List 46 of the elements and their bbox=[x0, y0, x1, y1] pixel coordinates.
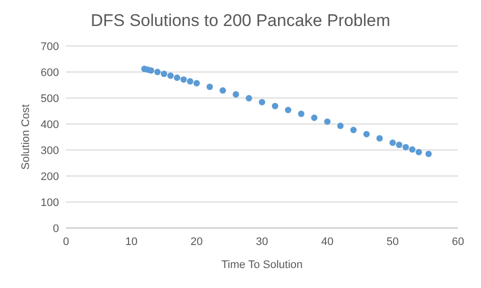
y-tick-label: 100 bbox=[40, 196, 59, 209]
y-tick-label: 400 bbox=[40, 118, 59, 131]
y-tick-label: 600 bbox=[40, 66, 59, 79]
point bbox=[174, 74, 180, 81]
point bbox=[402, 144, 409, 150]
x-tick-label: 20 bbox=[190, 236, 203, 248]
point bbox=[193, 80, 200, 86]
point bbox=[167, 72, 174, 79]
point bbox=[148, 67, 154, 74]
point bbox=[324, 118, 331, 125]
y-tick-label: 200 bbox=[40, 170, 59, 183]
point bbox=[425, 150, 432, 158]
y-tick-label: 700 bbox=[40, 40, 59, 53]
x-tick-label: 30 bbox=[256, 236, 268, 248]
y-tick-label: 300 bbox=[40, 144, 59, 157]
point bbox=[389, 140, 396, 146]
x-axis-title: Time To Solution bbox=[221, 259, 303, 271]
point bbox=[180, 76, 187, 83]
point bbox=[311, 114, 318, 121]
x-tick-label: 10 bbox=[125, 236, 138, 248]
point bbox=[337, 122, 344, 130]
point bbox=[396, 142, 402, 148]
point bbox=[246, 95, 252, 102]
y-tick-label: 0 bbox=[52, 222, 59, 235]
point bbox=[298, 110, 304, 118]
x-tick-label: 0 bbox=[62, 236, 70, 248]
point bbox=[258, 98, 266, 106]
point bbox=[350, 126, 357, 134]
point bbox=[220, 87, 226, 94]
point bbox=[160, 70, 168, 78]
point bbox=[272, 102, 278, 110]
y-tick-label: 500 bbox=[40, 92, 59, 105]
chart-title: DFS Solutions to 200 Pancake Problem bbox=[90, 11, 390, 30]
x-tick-label: 60 bbox=[452, 236, 464, 248]
point bbox=[154, 68, 161, 76]
point bbox=[416, 148, 422, 156]
point bbox=[409, 146, 416, 153]
point bbox=[186, 78, 194, 85]
point bbox=[376, 135, 383, 142]
point bbox=[284, 106, 292, 114]
x-tick-label: 40 bbox=[321, 236, 334, 248]
point bbox=[232, 91, 240, 98]
point bbox=[206, 84, 213, 90]
y-axis-title: Solution Cost bbox=[20, 104, 32, 170]
point bbox=[363, 130, 370, 138]
x-tick-label: 50 bbox=[386, 236, 399, 248]
